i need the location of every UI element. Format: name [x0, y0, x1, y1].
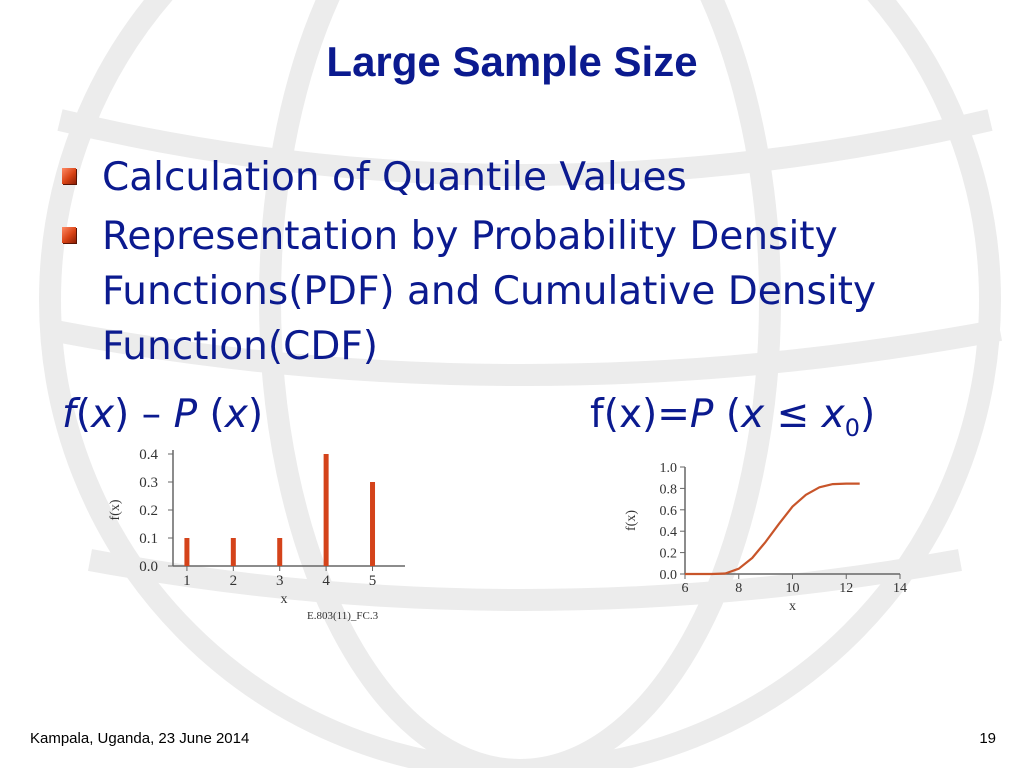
- bar: [230, 538, 236, 566]
- cdf-line-chart: 0.0 0.2 0.4 0.6 0.8 1.0 6 8 10 12 14 f(x) x: [624, 461, 907, 614]
- y-tick-label: 0.6: [660, 504, 678, 519]
- bullet-item: Calculation of Quantile Values: [62, 150, 1002, 205]
- x-tick-label: 2: [230, 573, 238, 589]
- figure-caption: E.803(11)_FC.3: [307, 610, 379, 622]
- x-tick-label: 6: [682, 581, 689, 596]
- bullet-list: Calculation of Quantile Values Represent…: [62, 150, 1002, 378]
- y-tick-label: 0.3: [139, 475, 158, 491]
- cdf-formula: f(x)=P (x ≤ x0): [590, 392, 876, 442]
- bar: [370, 482, 376, 566]
- x-tick-label: 8: [735, 581, 742, 596]
- footer-location-date: Kampala, Uganda, 23 June 2014: [30, 730, 250, 747]
- y-tick-label: 0.2: [660, 547, 678, 562]
- y-tick-label: 0.0: [660, 568, 678, 583]
- y-axis-label: f(x): [108, 499, 123, 520]
- bar: [184, 538, 190, 566]
- x-tick-label: 1: [183, 573, 191, 589]
- y-tick-label: 0.4: [660, 525, 678, 540]
- square-bullet-icon: [62, 168, 76, 184]
- square-bullet-icon: [62, 227, 76, 243]
- page-number: 19: [979, 730, 996, 747]
- y-tick-label: 0.8: [660, 482, 678, 497]
- pdf-bar-chart: 0.0 0.1 0.2 0.3 0.4 1 2 3 4 5 f(x) x E.803(11)_FC.3: [108, 447, 405, 622]
- bullet-text: Calculation of Quantile Values: [102, 155, 687, 200]
- x-axis-label: x: [281, 592, 288, 607]
- slide-title: Large Sample Size: [326, 38, 698, 85]
- pdf-formula: f(x) – P (x): [62, 392, 264, 437]
- x-tick-label: 12: [839, 581, 853, 596]
- x-tick-label: 3: [276, 573, 284, 589]
- y-tick-label: 0.4: [139, 447, 158, 463]
- x-tick-label: 14: [893, 581, 907, 596]
- x-tick-label: 4: [322, 573, 330, 589]
- bullet-text: Representation by Probability Density Fu…: [102, 214, 877, 369]
- y-axis-label: f(x): [624, 510, 639, 531]
- x-axis-label: x: [789, 599, 796, 614]
- y-tick-label: 0.2: [139, 503, 158, 519]
- bar: [323, 454, 329, 566]
- x-tick-label: 10: [786, 581, 800, 596]
- bar: [277, 538, 283, 566]
- y-tick-label: 1.0: [660, 461, 678, 476]
- cdf-series-line: [685, 482, 860, 576]
- x-tick-label: 5: [369, 573, 377, 589]
- bullet-item: Representation by Probability Density Fu…: [62, 209, 1002, 374]
- y-tick-label: 0.0: [139, 559, 158, 575]
- y-tick-label: 0.1: [139, 531, 158, 547]
